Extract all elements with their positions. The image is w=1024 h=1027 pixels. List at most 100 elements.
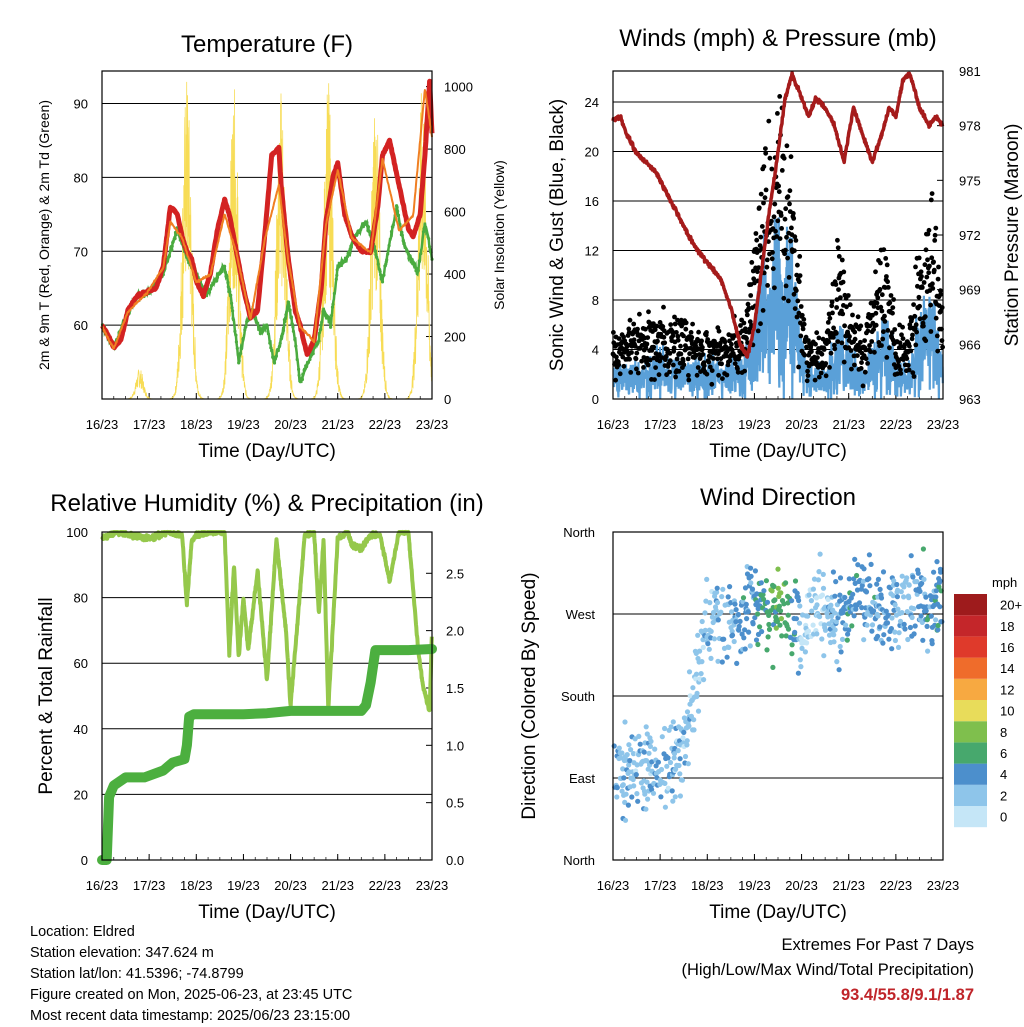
- wind_direction-title: Wind Direction: [700, 484, 856, 511]
- direction-point: [883, 608, 889, 614]
- gust-point: [760, 308, 766, 313]
- pressure-y2-tick-label: 981: [959, 64, 981, 79]
- gust-point: [850, 312, 855, 318]
- legend-swatch-6: [954, 742, 987, 764]
- gust-point: [776, 189, 782, 195]
- gust-point: [879, 308, 885, 314]
- direction-point: [616, 745, 622, 751]
- gust-point: [704, 330, 709, 335]
- gust-point: [781, 295, 787, 301]
- gust-point: [833, 330, 839, 336]
- legend-unit: mph: [992, 575, 1017, 590]
- direction-point: [921, 576, 927, 583]
- gust-point: [777, 94, 783, 99]
- direction-point: [770, 622, 777, 628]
- direction-point: [890, 593, 896, 599]
- direction-point: [703, 598, 709, 604]
- gust-point: [792, 248, 797, 254]
- direction-point: [771, 583, 777, 590]
- rh-y-tick-label: 0: [81, 853, 88, 868]
- direction-point: [781, 601, 787, 607]
- direction-point: [742, 646, 748, 652]
- direction-point: [721, 636, 727, 642]
- gust-point: [930, 286, 936, 291]
- direction-point: [715, 658, 721, 664]
- direction-point: [755, 641, 761, 648]
- direction-point: [764, 647, 770, 653]
- gust-point: [683, 326, 689, 332]
- direction-plot-border: [612, 531, 944, 861]
- rh_precip-x-tick-label: 20/23: [274, 878, 307, 893]
- direction-point: [677, 793, 684, 799]
- gust-point: [828, 350, 834, 356]
- direction-point: [622, 719, 628, 725]
- gust-point: [874, 300, 880, 306]
- gust-point: [675, 334, 681, 339]
- winds-y-tick-label: 24: [585, 95, 599, 110]
- direction-point: [856, 600, 863, 606]
- gust-point: [925, 231, 931, 237]
- gust-point: [790, 211, 796, 216]
- gust-point: [700, 345, 705, 350]
- direction-point: [809, 608, 815, 614]
- winds_pressure-x-tick-label: 20/23: [785, 417, 818, 432]
- gust-point: [905, 362, 911, 368]
- legend-swatch-16: [954, 636, 987, 658]
- pressure-y2-tick-label: 978: [959, 119, 981, 134]
- direction-point: [819, 636, 825, 642]
- direction-point: [622, 799, 628, 806]
- direction-point: [814, 631, 820, 637]
- gust-point: [873, 269, 878, 275]
- wind_direction-x-tick-label: 19/23: [738, 878, 771, 893]
- gust-point: [681, 362, 687, 368]
- direction-point: [912, 623, 918, 629]
- direction-point: [902, 626, 908, 632]
- direction-point: [670, 719, 676, 725]
- direction-point: [832, 627, 838, 633]
- gust-point: [844, 304, 849, 310]
- gust-point: [689, 335, 695, 340]
- gust-point: [672, 321, 678, 327]
- direction-point: [748, 580, 754, 586]
- rh_precip-x-axis-label: Time (Day/UTC): [198, 902, 336, 923]
- direction-point: [778, 590, 784, 596]
- gust-point: [882, 313, 887, 319]
- direction-point: [757, 624, 763, 630]
- gust-point: [891, 297, 896, 302]
- gust-point: [631, 321, 637, 327]
- direction-point: [652, 746, 658, 752]
- legend-label: 8: [1000, 725, 1007, 740]
- gust-point: [699, 338, 704, 344]
- direction-point: [861, 637, 867, 643]
- gust-point: [897, 340, 903, 346]
- gust-point: [797, 254, 803, 259]
- direction-point: [937, 578, 943, 584]
- direction-point: [747, 643, 753, 649]
- gust-point: [663, 354, 669, 359]
- gust-point: [660, 324, 666, 329]
- gust-point: [670, 329, 675, 335]
- legend-label: 0: [1000, 810, 1007, 825]
- direction-y-tick-label: North: [563, 853, 595, 868]
- gust-point: [616, 362, 622, 368]
- direction-point: [677, 738, 683, 744]
- gust-point: [696, 329, 701, 335]
- gust-point: [639, 358, 645, 364]
- direction-point: [806, 592, 812, 598]
- gust-point: [644, 341, 650, 347]
- legend-swatch-20+: [954, 594, 987, 616]
- wind_direction-x-tick-label: 16/23: [597, 878, 630, 893]
- gust-point: [674, 356, 680, 362]
- gust-point: [922, 314, 928, 320]
- gust-point: [916, 255, 922, 261]
- gust-point: [716, 328, 722, 334]
- direction-point: [698, 671, 704, 677]
- direction-point: [833, 619, 839, 625]
- direction-point: [874, 581, 880, 587]
- direction-point: [700, 644, 706, 651]
- direction-point: [899, 610, 905, 616]
- direction-point: [819, 592, 826, 598]
- direction-point: [837, 592, 843, 598]
- gust-point: [911, 374, 917, 379]
- direction-point: [700, 637, 706, 643]
